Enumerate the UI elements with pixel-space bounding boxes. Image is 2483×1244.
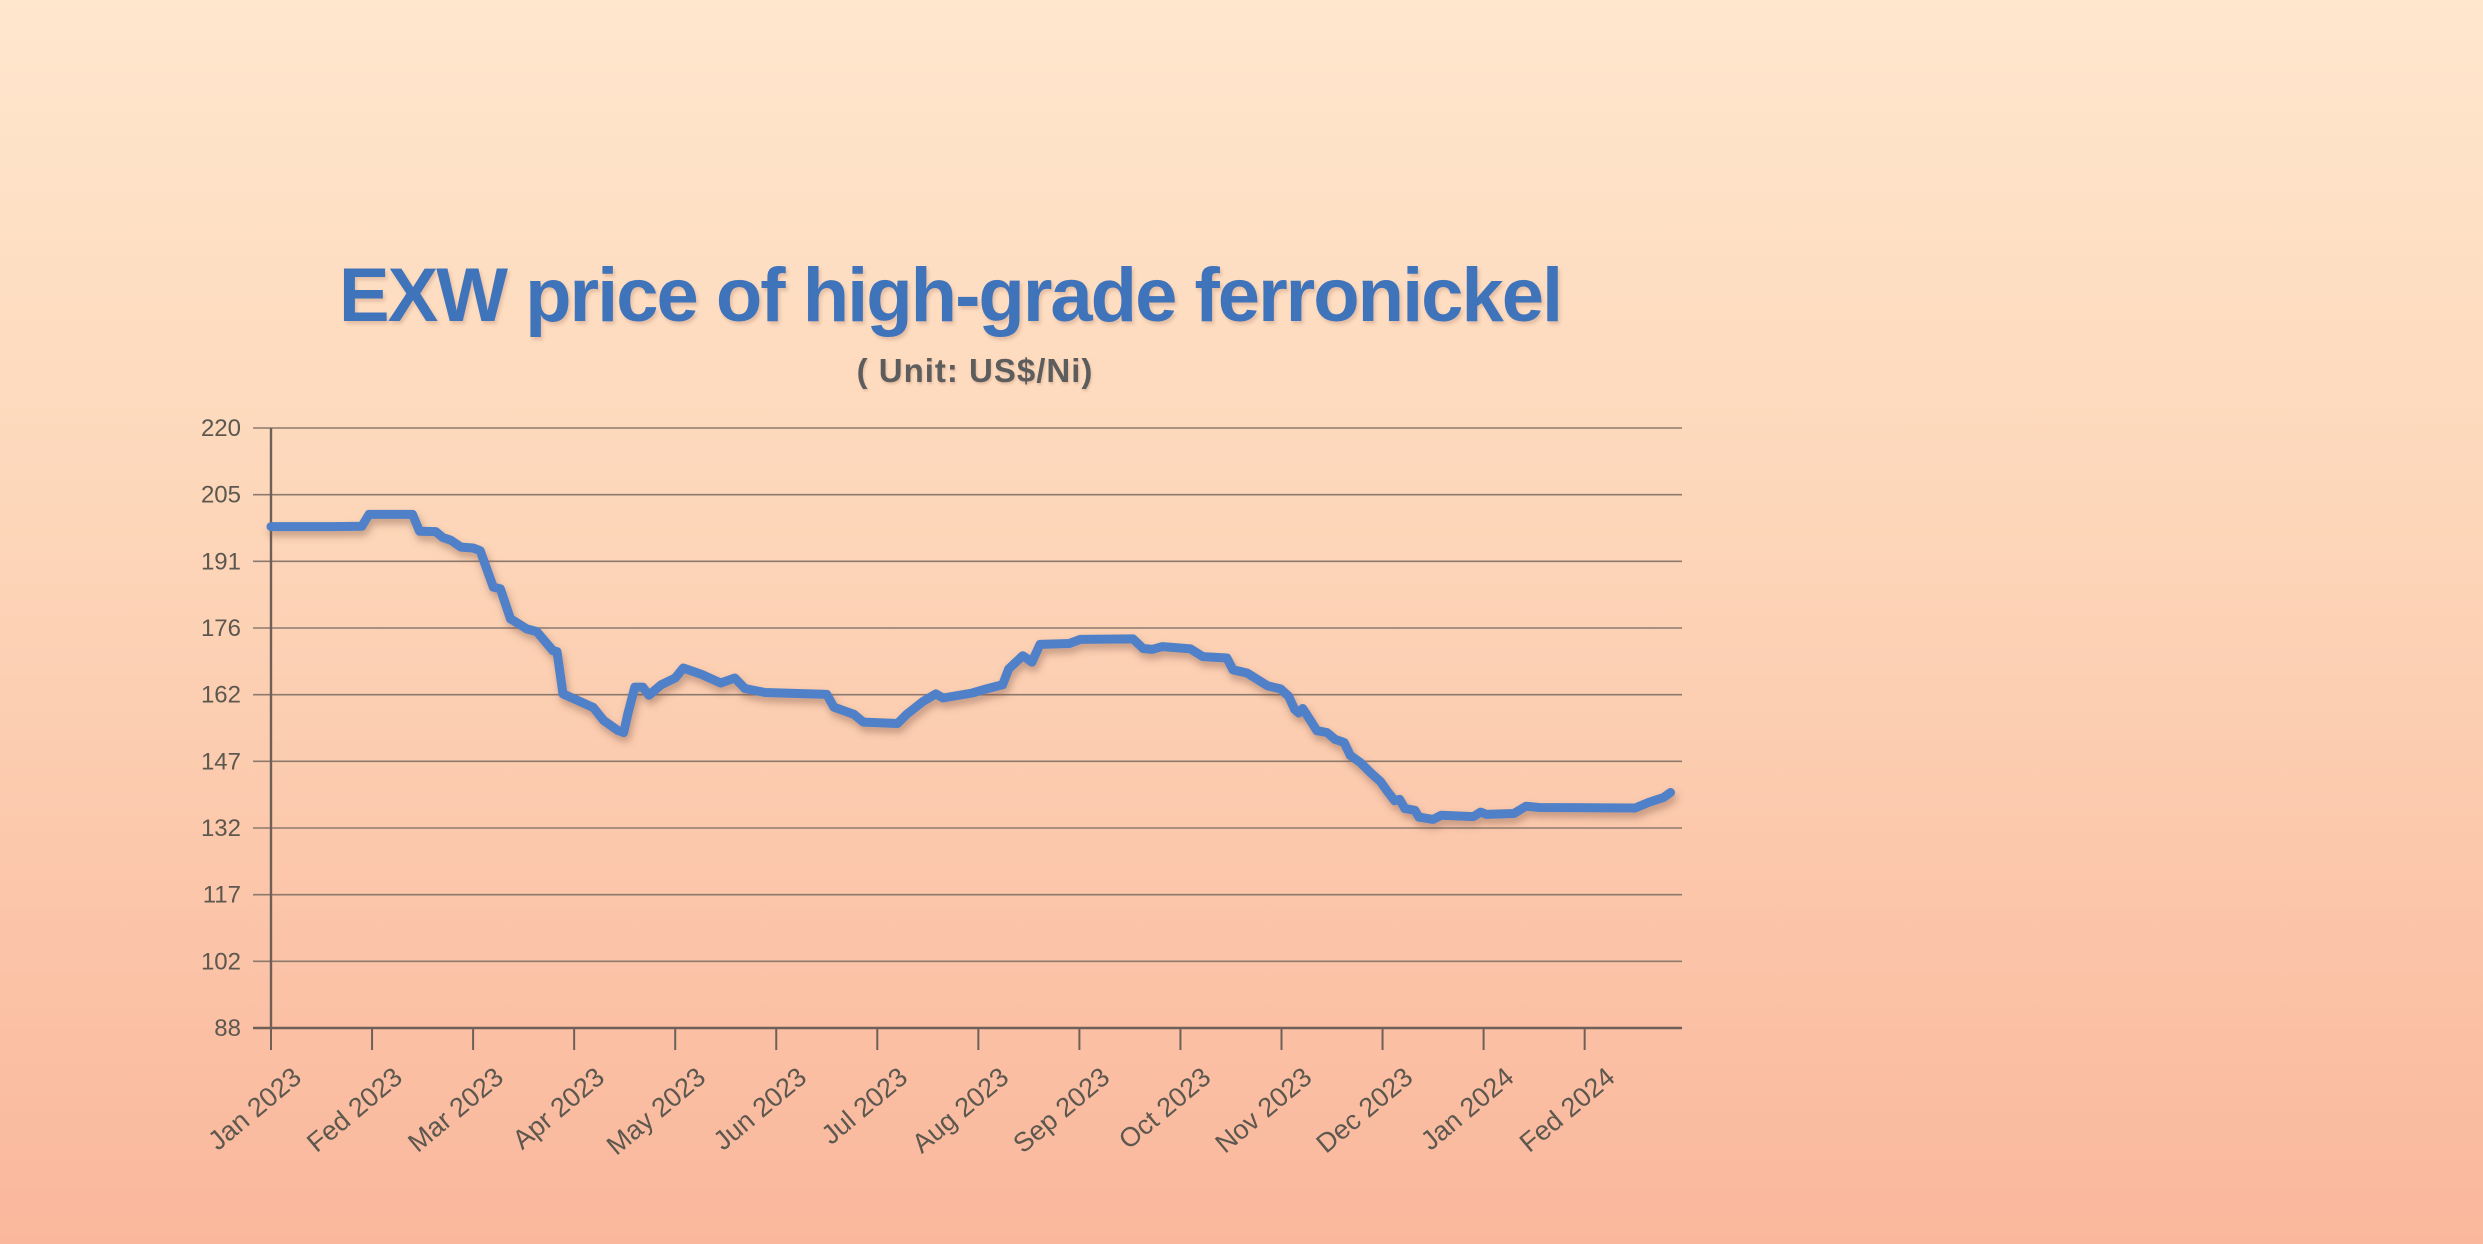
x-tick-label: Aug 2023 [906,1062,1014,1159]
y-tick-label: 220 [201,415,241,442]
y-tick-label: 88 [214,1015,241,1042]
y-tick-label: 132 [201,815,241,842]
x-tick-label: Fed 2023 [301,1062,408,1158]
x-tick-label: Jul 2023 [816,1062,913,1151]
x-tick-label: Fed 2024 [1514,1062,1621,1158]
price-line [266,509,1675,824]
x-tick-label: Dec 2023 [1311,1062,1419,1159]
chart-title: EXW price of high-grade ferronickel [338,253,1563,338]
y-tick-label: 191 [201,548,241,575]
x-tick-label: Sep 2023 [1007,1062,1115,1159]
x-tick-label: May 2023 [601,1062,711,1161]
x-tick-label: Jan 2023 [202,1062,306,1156]
x-tick-label: Jan 2024 [1415,1062,1519,1156]
x-tick-label: Oct 2023 [1113,1062,1216,1155]
x-tick-label: Jun 2023 [708,1062,812,1156]
y-tick-label: 102 [201,948,241,975]
x-tick-label: Mar 2023 [402,1062,509,1158]
x-tick-label: Apr 2023 [507,1062,610,1155]
y-tick-label: 176 [201,615,241,642]
y-tick-label: 117 [203,882,241,909]
x-tick-label: Nov 2023 [1210,1062,1318,1159]
chart-subtitle: ( Unit: US$/Ni) [856,352,1094,389]
y-tick-label: 162 [201,682,241,709]
y-tick-label: 205 [201,482,241,509]
y-tick-label: 147 [201,748,241,775]
